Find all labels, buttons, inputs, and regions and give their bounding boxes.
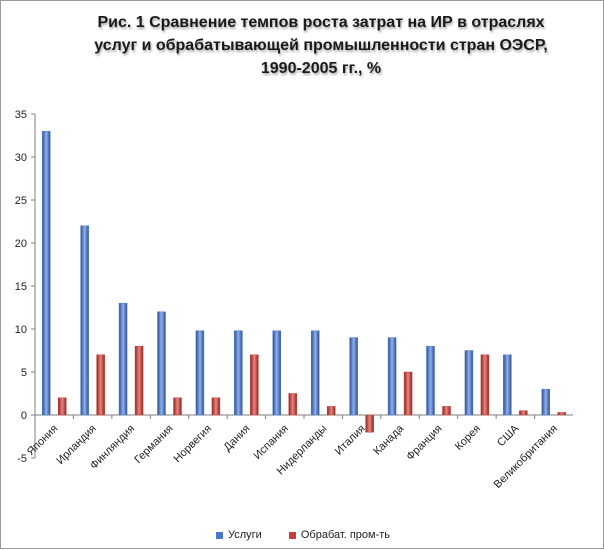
bar-services: [118, 302, 128, 416]
chart-legend: Услуги Обрабат. пром-ть: [1, 529, 604, 542]
y-tick-label: 25: [15, 195, 27, 207]
y-tick-label: 5: [21, 367, 27, 379]
y-tick-label: 35: [15, 109, 27, 121]
legend-swatch-services: [215, 531, 223, 539]
x-category-label: Германия: [132, 423, 175, 466]
chart-title-line-2: услуг и обрабатывающей промышленности ст…: [94, 37, 548, 54]
x-category-label: Норвегия: [172, 423, 215, 466]
y-tick-label: 0: [21, 410, 27, 422]
bar-services: [464, 350, 474, 416]
legend-item-manufacturing: Обрабат. пром-ть: [288, 529, 391, 541]
x-category-label: Канада: [371, 422, 406, 457]
bar-manufacturing: [519, 410, 528, 416]
chart-title: Рис. 1 Сравнение темпов роста затрат на …: [61, 11, 581, 80]
bar-services: [310, 330, 320, 416]
y-tick-label: 10: [15, 324, 27, 336]
bar-manufacturing: [250, 354, 259, 416]
bar-manufacturing: [403, 371, 413, 416]
legend-label-manufacturing: Обрабат. пром-ть: [300, 529, 391, 541]
bar-manufacturing: [173, 397, 182, 416]
legend-swatch-manufacturing: [288, 531, 296, 539]
bar-manufacturing: [134, 345, 144, 416]
x-category-label: Дания: [222, 423, 253, 454]
chart-title-line-3: 1990-2005 гг., %: [260, 60, 382, 77]
bar-manufacturing: [557, 412, 567, 416]
bar-manufacturing: [326, 406, 336, 416]
x-category-label: Испания: [252, 423, 291, 462]
bar-services: [41, 130, 51, 416]
bar-services: [541, 388, 551, 416]
bar-services: [426, 345, 435, 416]
x-category-label: Италия: [333, 423, 368, 458]
chart-title-line-1: Рис. 1 Сравнение темпов роста затрат на …: [97, 14, 545, 31]
bar-manufacturing: [288, 393, 298, 416]
bar-services: [387, 337, 397, 416]
bar-services: [157, 311, 166, 416]
x-category-label: Франция: [404, 423, 444, 463]
bar-manufacturing: [442, 406, 451, 416]
bar-manufacturing: [480, 354, 490, 416]
y-tick-label: 30: [15, 152, 27, 164]
x-category-label: США: [495, 422, 522, 449]
x-category-label: Япония: [25, 423, 61, 459]
x-category-label: Корея: [453, 423, 483, 453]
y-tick-label: -5: [17, 453, 27, 465]
chart-bars: [41, 130, 567, 433]
bar-services: [195, 330, 205, 416]
bar-manufacturing: [211, 397, 221, 416]
bar-services: [234, 330, 243, 416]
legend-label-services: Услуги: [227, 529, 262, 541]
bar-manufacturing: [57, 397, 67, 416]
bar-services: [80, 225, 89, 416]
bar-manufacturing: [365, 414, 374, 433]
legend-item-services: Услуги: [215, 529, 262, 541]
y-tick-label: 20: [15, 238, 27, 250]
bar-services: [503, 354, 512, 416]
bar-manufacturing: [96, 354, 105, 416]
bar-services: [272, 330, 282, 416]
bar-services: [349, 337, 358, 416]
y-tick-label: 15: [15, 281, 27, 293]
